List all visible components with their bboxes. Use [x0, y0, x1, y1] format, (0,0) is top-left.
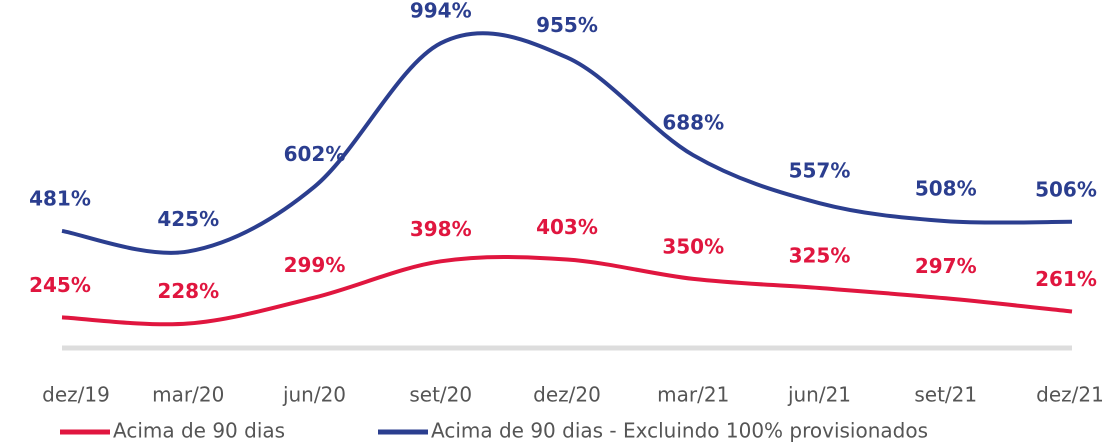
- value-label: 350%: [662, 234, 724, 258]
- value-label: 261%: [1035, 267, 1097, 291]
- x-tick-label: set/20: [409, 383, 472, 407]
- value-label: 994%: [410, 0, 472, 23]
- x-tick-label: jun/20: [282, 383, 346, 407]
- legend-label: Acima de 90 dias - Excluindo 100% provis…: [431, 419, 928, 443]
- value-label: 508%: [915, 177, 977, 201]
- value-label: 688%: [662, 111, 724, 135]
- x-tick-label: set/21: [914, 383, 977, 407]
- value-label: 403%: [536, 215, 598, 239]
- value-label: 228%: [157, 279, 219, 303]
- value-label: 506%: [1035, 177, 1097, 201]
- value-label: 398%: [410, 217, 472, 241]
- value-label: 425%: [157, 207, 219, 231]
- value-label: 557%: [789, 159, 851, 183]
- value-label: 299%: [284, 253, 346, 277]
- x-tick-label: dez/21: [1036, 383, 1104, 407]
- x-tick-label: dez/19: [42, 383, 110, 407]
- value-label: 481%: [29, 186, 91, 210]
- legend-label: Acima de 90 dias: [113, 419, 285, 443]
- x-tick-label: jun/21: [787, 383, 851, 407]
- x-tick-label: dez/20: [533, 383, 601, 407]
- x-tick-label: mar/21: [657, 383, 729, 407]
- value-label: 955%: [536, 13, 598, 37]
- series-line: [61, 254, 1073, 327]
- value-label: 297%: [915, 254, 977, 278]
- x-tick-label: mar/20: [152, 383, 224, 407]
- value-label: 325%: [789, 244, 851, 268]
- value-label: 602%: [284, 142, 346, 166]
- value-label: 245%: [29, 273, 91, 297]
- series-line: [61, 31, 1073, 255]
